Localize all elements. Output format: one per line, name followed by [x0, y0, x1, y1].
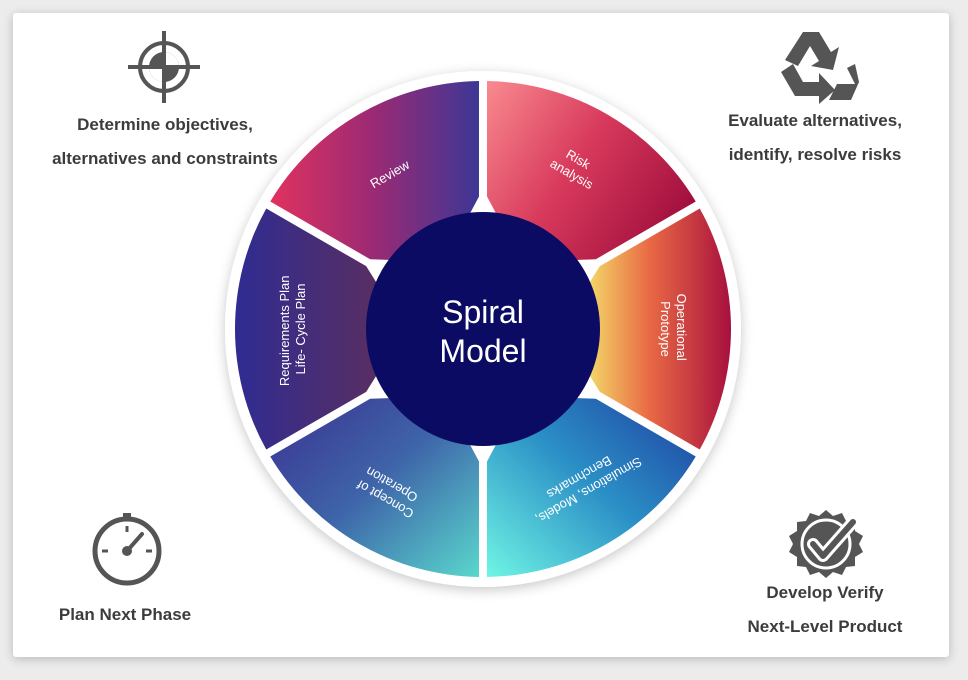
check-badge-icon	[789, 510, 863, 578]
operational-prototype-label: Operational Prototype	[658, 294, 689, 365]
simulations-segment	[486, 388, 696, 577]
segment-notch	[467, 189, 499, 219]
plan-next-phase-label: Plan Next Phase	[58, 605, 192, 624]
review-segment	[270, 81, 480, 270]
requirements-plan-label: Requirements Plan Life- Cycle Plan	[277, 272, 308, 386]
gauge-dial-icon	[92, 513, 162, 586]
crosshair-target-icon	[128, 31, 200, 103]
develop-verify-label: Develop Verify Next-Level Product	[747, 583, 903, 636]
center-title-line1: Spiral	[442, 294, 524, 330]
evaluate-label: Evaluate alternatives, identify, resolve…	[728, 111, 902, 164]
center-title-line2: Model	[439, 333, 526, 369]
requirements-plan-segment	[234, 208, 385, 450]
segment-notch	[467, 439, 499, 469]
risk-analysis-segment	[486, 81, 696, 270]
operational-prototype-segment	[581, 208, 731, 450]
center-circle	[366, 212, 600, 446]
recycle-icon	[781, 32, 859, 104]
objectives-label: Determine objectives, alternatives and c…	[52, 115, 278, 168]
concept-operation-segment	[270, 388, 480, 577]
